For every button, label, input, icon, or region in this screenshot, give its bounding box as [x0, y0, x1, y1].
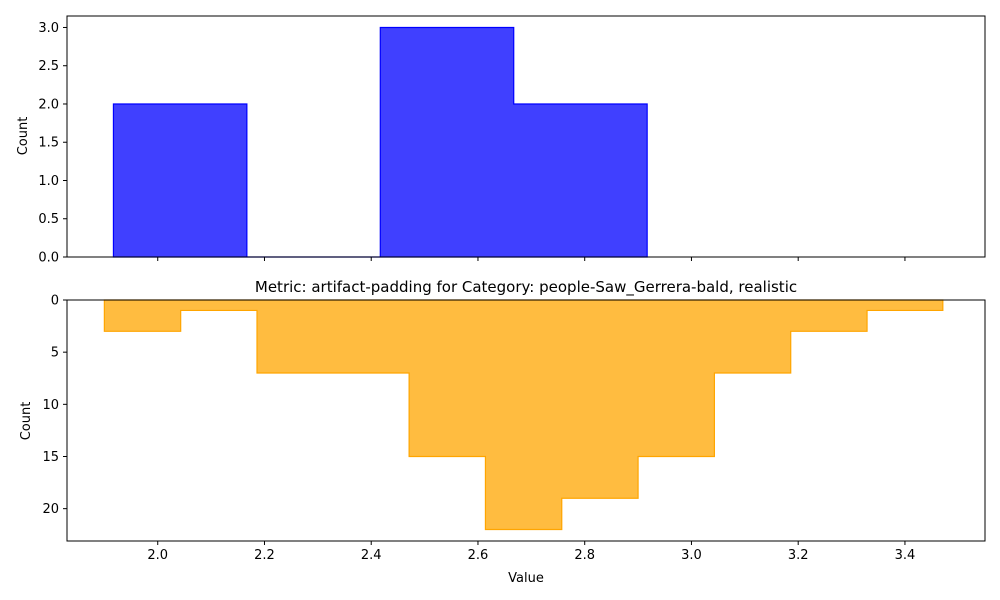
- axes-frame: [66, 299, 986, 542]
- histogram-step-area-1: [103, 299, 944, 531]
- bottom-chart-title: Metric: artifact-padding for Category: p…: [255, 278, 797, 297]
- y-tick-label: 2.5: [38, 59, 59, 74]
- x-tick-label: 2.6: [468, 548, 489, 563]
- top-y-axis-label: Count: [16, 117, 31, 156]
- histogram-bin: [181, 300, 257, 310]
- bottom-histogram-axes: 0 5 10 15 20 2.0 2.2 2.4 2.6 2.8 3.0 3.2 3.4 Metric:…: [19, 278, 986, 586]
- histogram-bin: [257, 300, 333, 373]
- x-tick-label: 3.2: [788, 548, 809, 563]
- x-tick-label: 3.0: [681, 548, 702, 563]
- histogram-bin: [485, 300, 561, 530]
- top-histogram-axes: 0.0 0.5 1.0 1.5 2.0 2.5 3.0 Count: [16, 15, 986, 266]
- y-tick-label: 0.5: [38, 212, 59, 227]
- histogram-bin: [409, 300, 485, 456]
- y-tick-label: 15: [42, 450, 59, 465]
- x-tick-label: 2.8: [574, 548, 595, 563]
- histogram-bin: [791, 300, 867, 331]
- histogram-bin: [333, 300, 409, 373]
- histogram-bin: [562, 300, 638, 498]
- histogram-step-area-0: [112, 26, 648, 258]
- histogram-bin: [867, 300, 943, 310]
- x-tick-label: 2.2: [254, 548, 275, 563]
- y-tick-label: 1.5: [38, 136, 59, 151]
- y-tick-label: 10: [42, 398, 59, 413]
- y-tick-label: 3.0: [38, 21, 59, 36]
- bottom-y-axis-label: Count: [19, 402, 34, 441]
- y-tick-label: 1.0: [38, 174, 59, 189]
- y-tick-label: 0.0: [38, 251, 59, 266]
- bottom-histogram-plot-area: 0 5 10 15 20 2.0 2.2 2.4 2.6 2.8 3.0 3.2 3.4: [42, 294, 986, 563]
- top-histogram-plot-area: 0.0 0.5 1.0 1.5 2.0 2.5 3.0: [38, 15, 986, 266]
- y-tick-label: 5: [51, 346, 59, 361]
- axes-frame: [66, 15, 986, 258]
- y-tick-label: 20: [42, 502, 59, 517]
- x-tick-label: 3.4: [895, 548, 916, 563]
- bottom-x-axis-label: Value: [508, 571, 544, 586]
- histogram-bin: [638, 300, 714, 456]
- x-tick-label: 2.4: [361, 548, 382, 563]
- histogram-bin: [113, 104, 246, 257]
- histogram-bin: [104, 300, 180, 331]
- y-tick-label: 2.0: [38, 97, 59, 112]
- histogram-bin: [380, 27, 513, 257]
- y-tick-label: 0: [51, 294, 59, 309]
- histogram-bin: [514, 104, 647, 257]
- histogram-bin: [714, 300, 790, 373]
- x-tick-label: 2.0: [147, 548, 168, 563]
